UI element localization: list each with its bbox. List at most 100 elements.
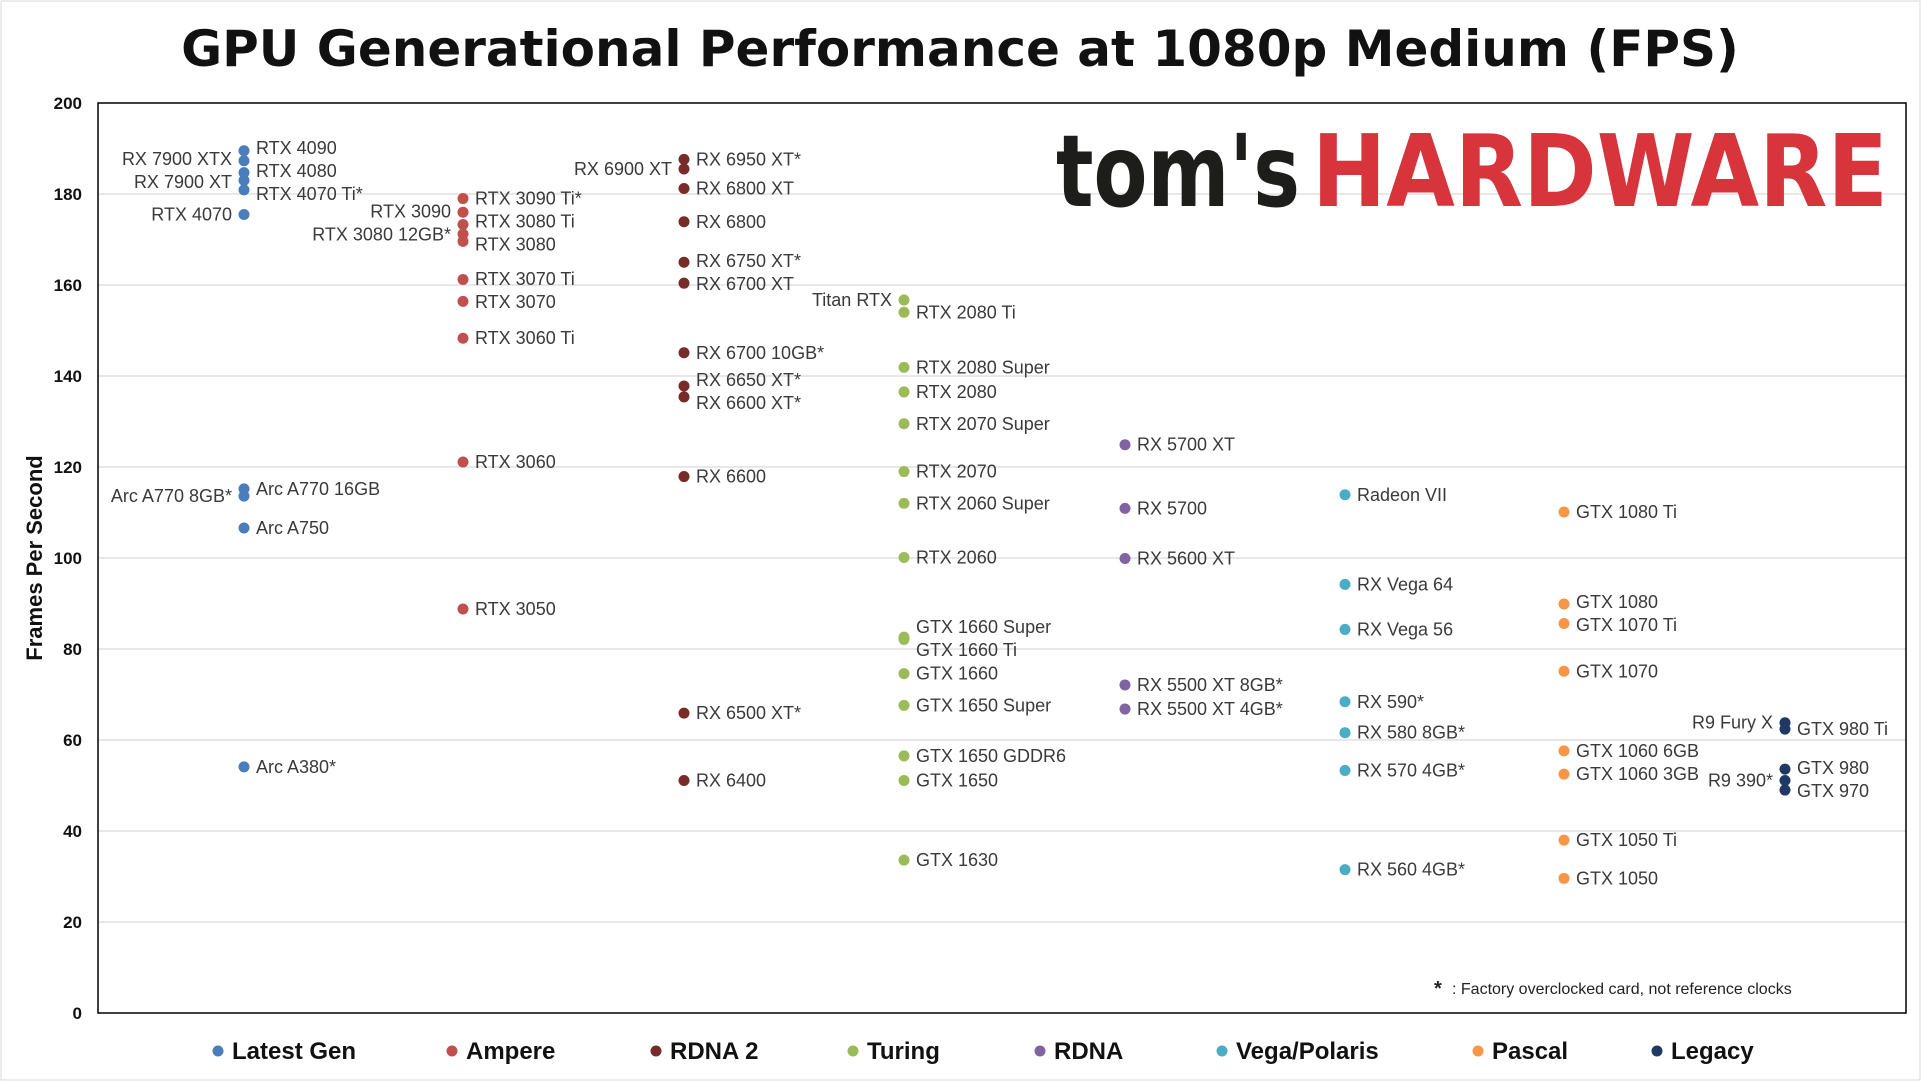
point-label: RTX 3090 Ti* bbox=[475, 188, 582, 208]
point-label: RX 5700 bbox=[1137, 498, 1207, 518]
data-point bbox=[678, 347, 690, 359]
footnote: * : Factory overclocked card, not refere… bbox=[1434, 978, 1792, 1000]
point-label: RX 6700 XT bbox=[696, 274, 794, 294]
data-point bbox=[238, 155, 250, 167]
data-point bbox=[457, 295, 469, 307]
point-label: GTX 1660 bbox=[916, 664, 998, 684]
legend-marker bbox=[1216, 1045, 1228, 1057]
data-point bbox=[238, 522, 250, 534]
point-label: RTX 4090 bbox=[256, 138, 337, 158]
point-label: RTX 2070 Super bbox=[916, 414, 1050, 434]
chart-title: GPU Generational Performance at 1080p Me… bbox=[181, 20, 1739, 78]
legend-marker bbox=[1472, 1045, 1484, 1057]
data-point bbox=[457, 274, 469, 286]
y-tick-label: 20 bbox=[63, 913, 82, 932]
point-label: RX 7900 XT bbox=[134, 172, 232, 192]
point-label: RTX 3070 Ti bbox=[475, 269, 575, 289]
data-point bbox=[678, 277, 690, 289]
data-point bbox=[678, 471, 690, 483]
point-label: RTX 3080 12GB* bbox=[312, 225, 451, 245]
point-label: Arc A770 16GB bbox=[256, 479, 380, 499]
data-point bbox=[457, 456, 469, 468]
point-label: GTX 1080 bbox=[1576, 592, 1658, 612]
point-label: GTX 1050 Ti bbox=[1576, 830, 1677, 850]
data-point bbox=[457, 193, 469, 205]
data-point bbox=[1119, 502, 1131, 514]
point-label: Titan RTX bbox=[812, 290, 892, 310]
legend-marker bbox=[847, 1045, 859, 1057]
point-label: RX 570 4GB* bbox=[1357, 760, 1465, 780]
data-point bbox=[898, 854, 910, 866]
legend-label: RDNA bbox=[1054, 1038, 1123, 1065]
data-point bbox=[1558, 506, 1570, 518]
point-label: GTX 1630 bbox=[916, 850, 998, 870]
data-points: RX 7900 XTX RX 7900 XT RTX 4070 Arc A770 8G… bbox=[111, 138, 1888, 888]
point-label: RX 7900 XTX bbox=[122, 149, 232, 169]
point-label: RX 6400 bbox=[696, 770, 766, 790]
logo-hardware: HARDWARE bbox=[1312, 113, 1888, 230]
data-point bbox=[238, 174, 250, 186]
data-point bbox=[898, 750, 910, 762]
point-label: GTX 1050 bbox=[1576, 868, 1658, 888]
data-point bbox=[898, 466, 910, 478]
point-label: RX 5500 XT 4GB* bbox=[1137, 699, 1283, 719]
legend-label: Ampere bbox=[466, 1038, 555, 1065]
y-tick-label: 160 bbox=[54, 276, 82, 295]
point-label: RTX 2080 bbox=[916, 382, 997, 402]
point-label: RTX 3090 bbox=[370, 202, 451, 222]
legend-label: Turing bbox=[867, 1038, 940, 1065]
data-point bbox=[1339, 578, 1351, 590]
series-legacy: R9 Fury X R9 390* GTX 980 Ti GTX 980 GTX 970 bbox=[1692, 713, 1888, 801]
point-label: GTX 1070 Ti bbox=[1576, 615, 1677, 635]
y-tick-label: 200 bbox=[54, 94, 82, 113]
y-tick-label: 100 bbox=[54, 549, 82, 568]
plot-area bbox=[97, 102, 1907, 1014]
data-point bbox=[1558, 598, 1570, 610]
point-label: RX 6950 XT* bbox=[696, 149, 801, 169]
point-label: GTX 1660 Super bbox=[916, 617, 1051, 637]
point-label: RX 6800 XT bbox=[696, 179, 794, 199]
point-label: RX Vega 64 bbox=[1357, 574, 1453, 594]
point-label: RX 6700 10GB* bbox=[696, 343, 824, 363]
legend-marker bbox=[1034, 1045, 1046, 1057]
y-tick-label: 40 bbox=[63, 822, 82, 841]
point-label: RTX 3060 bbox=[475, 452, 556, 472]
series-pascal: GTX 1080 Ti GTX 1080 GTX 1070 Ti GTX 1070 GT… bbox=[1558, 502, 1699, 888]
data-point bbox=[1558, 665, 1570, 677]
data-point bbox=[1119, 703, 1131, 715]
y-axis-ticks: 0 20 40 60 80 100 120 140 160 180 200 bbox=[54, 94, 82, 1023]
data-point bbox=[678, 391, 690, 403]
point-label: RTX 2080 Super bbox=[916, 357, 1050, 377]
data-point bbox=[1558, 768, 1570, 780]
point-label: RX 580 8GB* bbox=[1357, 723, 1465, 743]
data-point bbox=[898, 774, 910, 786]
point-label: GTX 1650 GDDR6 bbox=[916, 746, 1066, 766]
legend-label: Latest Gen bbox=[232, 1038, 356, 1065]
data-point bbox=[457, 332, 469, 344]
point-label: RTX 4080 bbox=[256, 161, 337, 181]
point-label: RTX 3060 Ti bbox=[475, 328, 575, 348]
legend-label: Legacy bbox=[1671, 1038, 1754, 1065]
legend-marker bbox=[446, 1045, 458, 1057]
point-label: RX 6750 XT* bbox=[696, 251, 801, 271]
data-point bbox=[1339, 623, 1351, 635]
data-point bbox=[457, 206, 469, 218]
point-label: RTX 2060 bbox=[916, 548, 997, 568]
logo-toms: tom's bbox=[1056, 113, 1300, 230]
data-point bbox=[678, 216, 690, 228]
logo: tom's HARDWARE bbox=[1056, 113, 1888, 230]
data-point bbox=[898, 418, 910, 430]
legend-marker bbox=[212, 1045, 224, 1057]
point-label: GTX 980 bbox=[1797, 758, 1869, 778]
point-label: GTX 1080 Ti bbox=[1576, 502, 1677, 522]
footnote-text: : Factory overclocked card, not referenc… bbox=[1452, 981, 1792, 998]
data-point bbox=[1779, 763, 1791, 775]
point-label: GTX 1650 Super bbox=[916, 695, 1051, 715]
y-tick-label: 80 bbox=[63, 640, 82, 659]
point-label: R9 390* bbox=[1708, 770, 1773, 790]
point-label: RX 5600 XT bbox=[1137, 548, 1235, 568]
point-label: RX 6650 XT* bbox=[696, 370, 801, 390]
y-tick-label: 60 bbox=[63, 731, 82, 750]
